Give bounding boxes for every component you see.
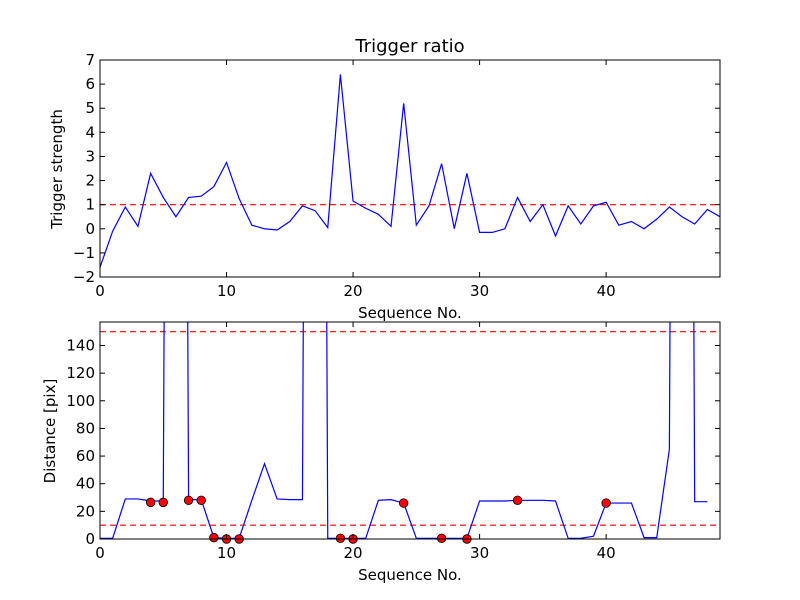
top-y-tick-label: 0: [85, 220, 95, 238]
top-y-tick-label: 1: [85, 196, 95, 214]
top-panel: Trigger ratio 0 10 20 30 40 −2 −1 0 1 2 3 4 5 6 7 Sequ…: [48, 36, 721, 322]
top-x-tick-label: 20: [344, 282, 363, 300]
top-y-tick-label: 7: [85, 51, 95, 69]
bottom-x-tick-label: 40: [597, 544, 616, 562]
top-x-tick-label: 30: [470, 282, 489, 300]
bottom-x-tick-label: 0: [95, 544, 105, 562]
top-series-line: [100, 74, 720, 268]
top-y-tick-label: 2: [85, 172, 95, 190]
top-chart-title: Trigger ratio: [354, 36, 464, 57]
bottom-y-tick-label: 100: [66, 392, 95, 410]
bottom-data-marker: [335, 533, 346, 544]
bottom-data-marker: [512, 495, 523, 505]
top-x-tick-label: 0: [95, 282, 105, 300]
top-x-tick-label: 40: [597, 282, 616, 300]
bottom-data-marker: [209, 532, 219, 543]
bottom-y-tick-label: 120: [66, 364, 95, 382]
bottom-data-marker: [398, 498, 409, 508]
bottom-x-tick-label: 10: [217, 544, 236, 562]
top-y-tick-label: 5: [85, 99, 95, 117]
bottom-data-marker: [158, 497, 168, 508]
top-y-tick-label: −2: [73, 268, 95, 286]
top-x-tick-label: 10: [217, 282, 236, 300]
top-plot-area: [100, 74, 720, 268]
bottom-y-tick-label: 20: [76, 502, 95, 520]
bottom-axes: 0 10 20 30 40 0 20 40 60 80 100 120 140: [66, 321, 721, 562]
bottom-data-marker: [601, 498, 611, 508]
top-y-axis-label: Trigger strength: [48, 109, 66, 230]
bottom-data-marker: [196, 495, 206, 505]
top-y-tick-label: 4: [85, 123, 95, 141]
bottom-y-tick-label: 60: [76, 447, 95, 465]
top-axes-frame: [99, 59, 721, 278]
top-y-tick-label: 6: [85, 75, 95, 93]
bottom-x-tick-label: 20: [344, 544, 363, 562]
top-y-tick-label: −1: [73, 244, 95, 262]
bottom-data-marker: [145, 497, 156, 508]
bottom-panel: 0 10 20 30 40 0 20 40 60 80 100 120 140 Sequence No.…: [41, 321, 721, 584]
bottom-y-tick-label: 140: [66, 336, 95, 354]
bottom-y-tick-label: 40: [76, 475, 95, 493]
bottom-data-marker: [183, 495, 194, 505]
bottom-x-axis-label: Sequence No.: [358, 566, 462, 584]
top-y-tick-label: 3: [85, 147, 95, 165]
top-x-axis-label: Sequence No.: [358, 304, 462, 322]
bottom-plot-area: [100, 322, 720, 544]
bottom-axes-frame: [99, 321, 721, 540]
top-axes: 0 10 20 30 40 −2 −1 0 1 2 3 4 5 6 7: [73, 51, 721, 300]
bottom-x-tick-label: 30: [470, 544, 489, 562]
bottom-y-axis-label: Distance [pix]: [41, 379, 59, 484]
top-plot-clip-group: [100, 74, 720, 268]
bottom-data-marker: [436, 533, 447, 544]
bottom-y-tick-label: 0: [85, 530, 95, 548]
bottom-y-tick-label: 80: [76, 419, 95, 437]
